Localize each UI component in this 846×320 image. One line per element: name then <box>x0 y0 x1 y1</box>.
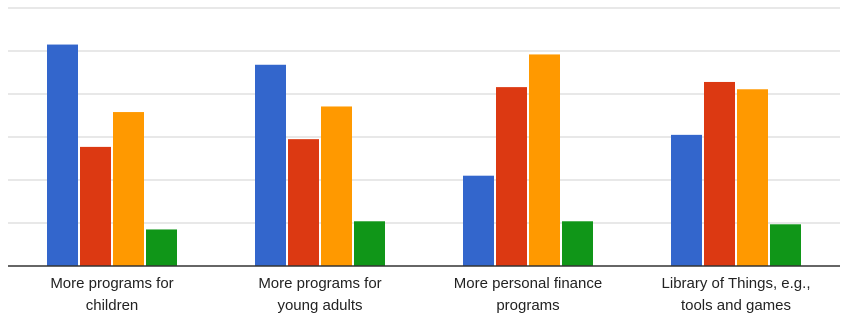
bar <box>354 221 385 266</box>
bar <box>47 44 78 266</box>
x-tick-label: tools and games <box>681 297 791 314</box>
bar <box>255 64 286 266</box>
bar <box>80 146 111 266</box>
x-tick-label: More personal finance <box>454 275 602 292</box>
x-axis-labels: More programs for children More programs f… <box>50 275 810 314</box>
bar <box>146 229 177 266</box>
x-tick-label: children <box>86 297 139 314</box>
bar <box>529 54 560 266</box>
x-tick-label: More programs for <box>50 275 173 292</box>
bar <box>496 87 527 267</box>
x-tick-label: Library of Things, e.g., <box>662 275 811 292</box>
bar <box>562 221 593 266</box>
bar <box>113 112 144 266</box>
x-tick-label: programs <box>496 297 559 314</box>
bar <box>737 89 768 267</box>
bar <box>770 224 801 266</box>
bars <box>47 44 801 267</box>
bar <box>671 134 702 266</box>
bar <box>321 106 352 266</box>
bar <box>463 175 494 266</box>
bar <box>288 139 319 266</box>
x-tick-label: More programs for <box>258 275 381 292</box>
bar <box>704 81 735 267</box>
x-tick-label: young adults <box>277 297 362 314</box>
